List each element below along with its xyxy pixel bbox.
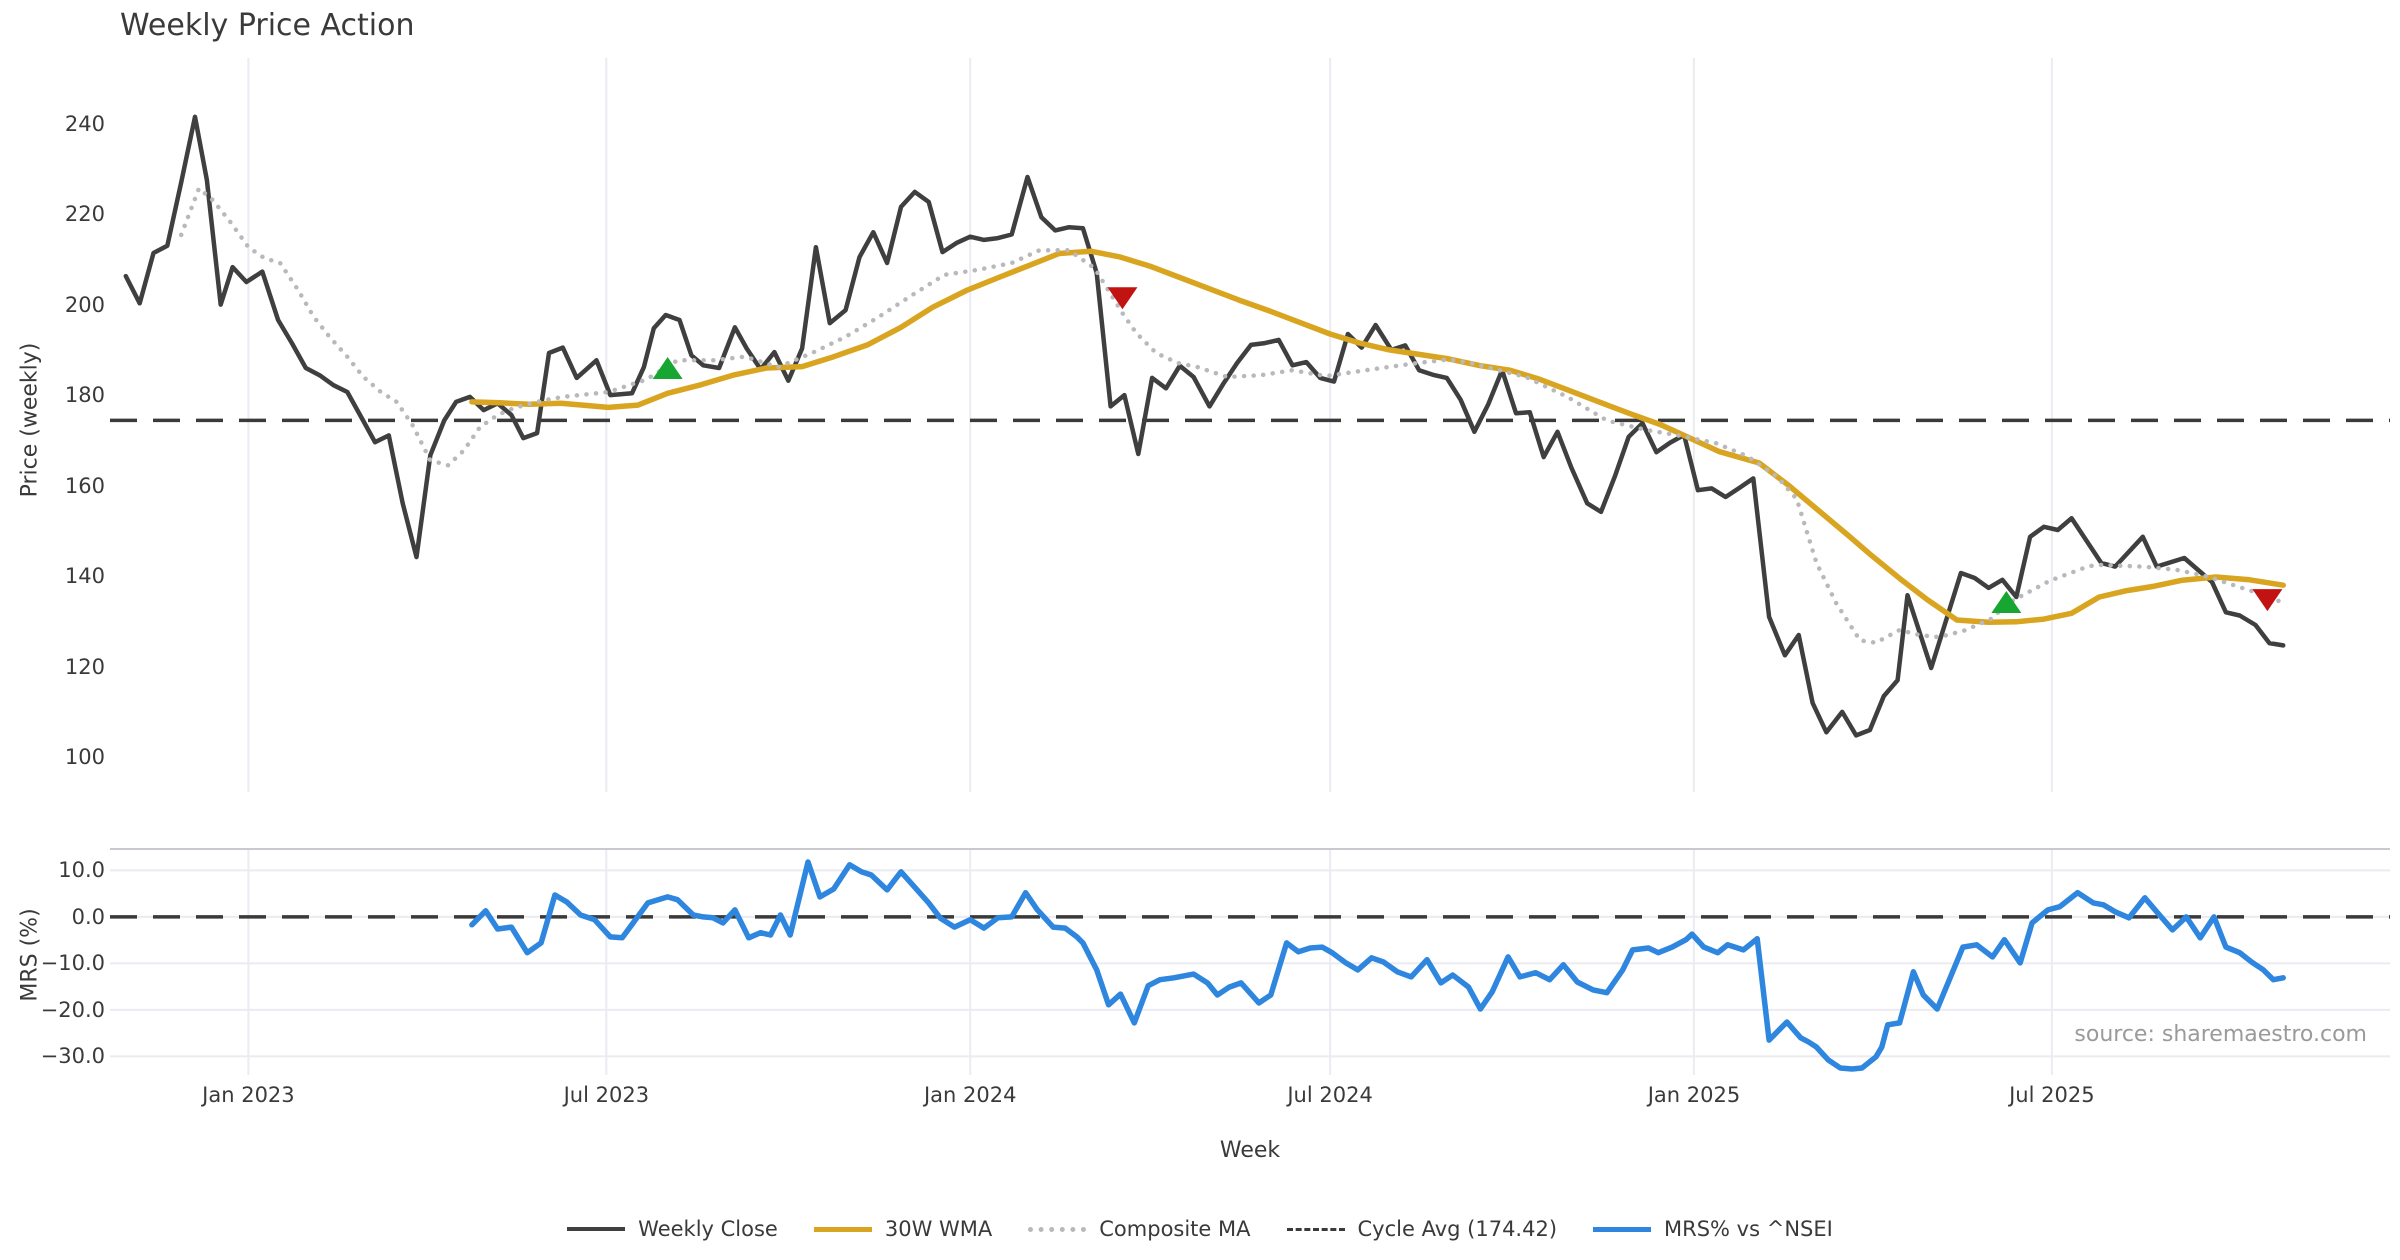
x-axis-label: Week	[1219, 1138, 1281, 1163]
weekly-close-swatch-icon	[567, 1227, 626, 1231]
legend-label: Composite MA	[1099, 1217, 1251, 1241]
x-tick-Jul-2023: Jul 2023	[563, 1083, 650, 1107]
source-attribution: source: sharemaestro.com	[2074, 1022, 2367, 1047]
composite-swatch-icon	[1028, 1226, 1087, 1232]
main-y-tick-220: 220	[64, 202, 105, 227]
main-y-tick-200: 200	[64, 292, 105, 317]
x-tick-Jan-2025: Jan 2025	[1647, 1083, 1741, 1107]
legend-item-mrs: MRS% vs ^NSEI	[1593, 1217, 1833, 1241]
legend-item-composite: Composite MA	[1028, 1217, 1251, 1241]
mrs-vs-nsei-line	[469, 859, 2286, 1072]
composite-ma-line	[178, 186, 2284, 645]
weekly-close-line	[123, 114, 2286, 738]
legend-label: Weekly Close	[638, 1217, 778, 1241]
mrs-y-tick-10: 10.0	[58, 858, 105, 883]
x-tick-Jan-2024: Jan 2024	[923, 1083, 1017, 1107]
x-tick-Jul-2024: Jul 2024	[1287, 1083, 1373, 1107]
main-y-tick-180: 180	[64, 383, 105, 408]
legend-label: MRS% vs ^NSEI	[1664, 1217, 1833, 1241]
sell-signal-marker-1	[1107, 287, 1138, 310]
legend-item-weekly-close: Weekly Close	[567, 1217, 778, 1241]
main-y-tick-100: 100	[64, 745, 105, 770]
main-y-tick-160: 160	[64, 473, 105, 498]
mrs-y-tick--20: −20.0	[40, 997, 105, 1022]
legend: Weekly Close 30W WMA Composite MA Cycle …	[0, 1208, 2400, 1250]
main-y-tick-140: 140	[64, 564, 105, 589]
sell-signal-marker-2	[2252, 589, 2283, 612]
legend-label: 30W WMA	[884, 1217, 993, 1241]
mrs-y-tick--10: −10.0	[40, 951, 105, 976]
buy-signal-marker-1	[652, 356, 683, 379]
cycle-avg-swatch-icon	[1286, 1227, 1345, 1231]
legend-label: Cycle Avg (174.42)	[1357, 1217, 1558, 1241]
mrs-y-tick--30: −30.0	[40, 1044, 105, 1069]
x-tick-Jul-2025: Jul 2025	[2009, 1083, 2095, 1107]
x-tick-Jan-2023: Jan 2023	[202, 1083, 295, 1107]
legend-item-cycle-avg: Cycle Avg (174.42)	[1286, 1217, 1558, 1241]
buy-signal-marker-2	[1991, 590, 2022, 613]
mrs-y-tick-0: 0.0	[71, 904, 105, 929]
mrs-swatch-icon	[1593, 1226, 1652, 1232]
wma-swatch-icon	[813, 1226, 872, 1232]
chart-title: Weekly Price Action	[120, 8, 415, 43]
30w-wma-line	[469, 248, 2286, 626]
main-y-tick-120: 120	[64, 654, 105, 679]
legend-item-wma: 30W WMA	[813, 1217, 993, 1241]
main-y-tick-240: 240	[64, 111, 105, 136]
